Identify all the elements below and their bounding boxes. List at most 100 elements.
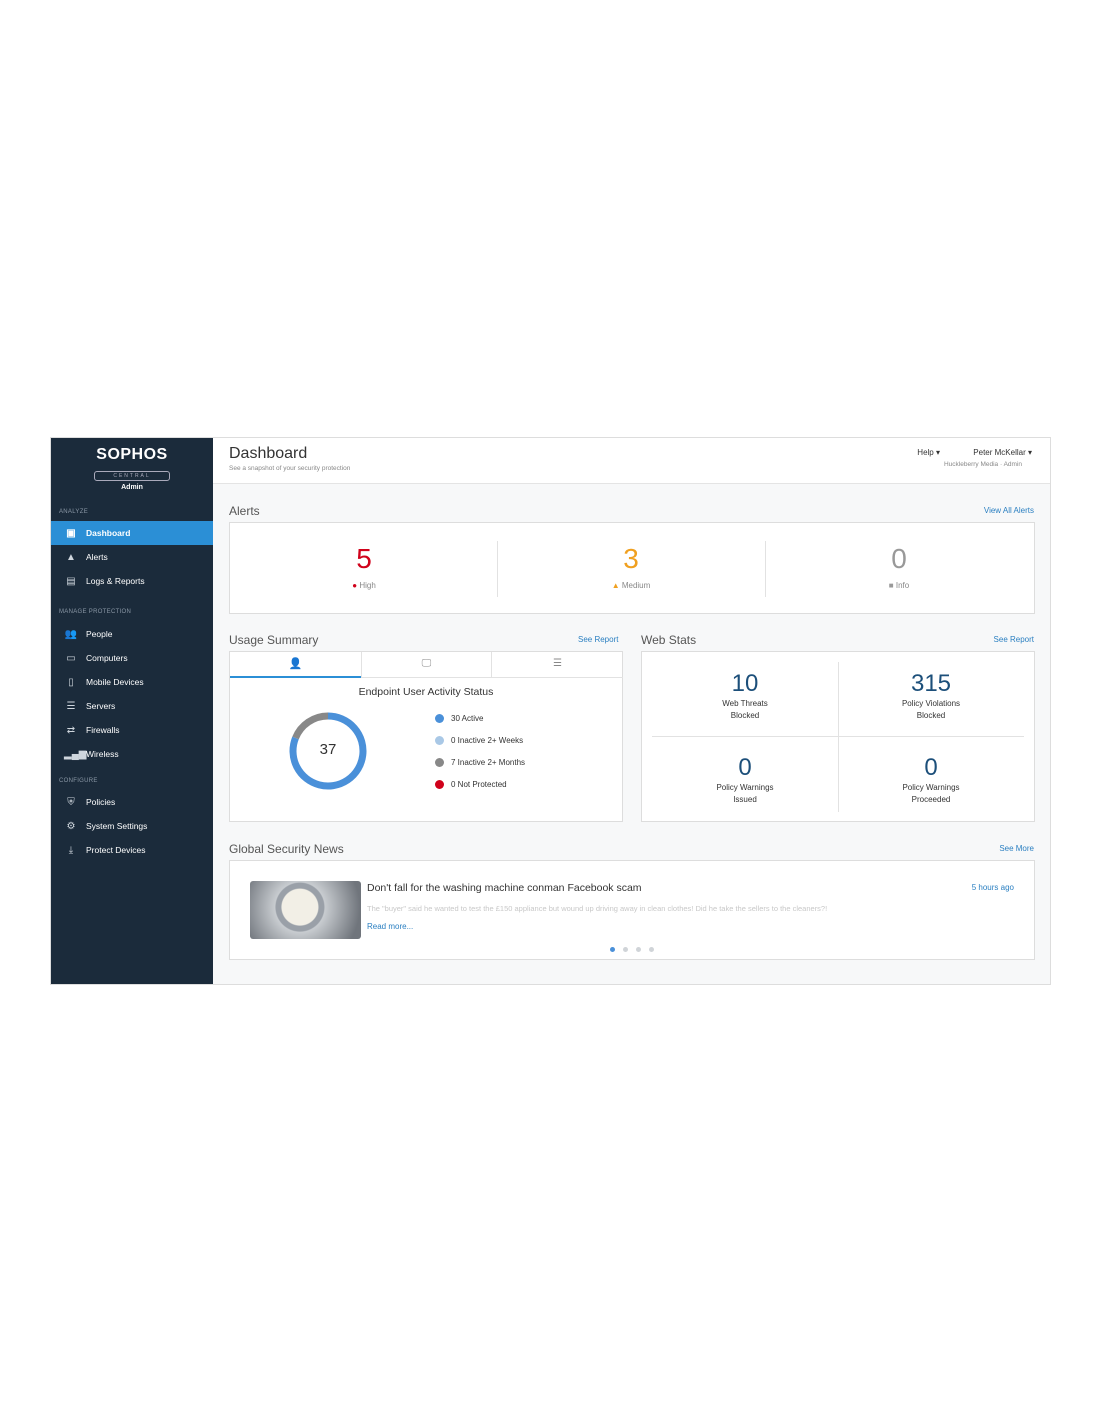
view-all-alerts-link[interactable]: View All Alerts — [983, 506, 1034, 515]
sidebar-item-servers[interactable]: ☰ Servers — [51, 694, 213, 718]
dashboard-icon: ▣ — [66, 527, 76, 539]
sidebar-item-wireless[interactable]: ▂▄▆ Wireless — [51, 742, 213, 766]
l1: Policy Warnings — [902, 783, 960, 792]
section-configure: CONFIGURE — [59, 778, 98, 784]
legend-item: 0 Inactive 2+ Weeks — [435, 736, 523, 745]
alert-medium-count[interactable]: 3 — [623, 543, 639, 574]
sidebar-item-label: Policies — [86, 797, 116, 807]
legend-label: 0 Not Protected — [451, 780, 507, 789]
usage-summary-title: Usage Summary — [229, 633, 319, 647]
sidebar-item-dashboard[interactable]: ▣ Dashboard — [51, 521, 213, 545]
carousel-dot-3[interactable] — [636, 947, 641, 952]
sidebar-item-system-settings[interactable]: ⚙ System Settings — [51, 814, 213, 838]
news-time: 5 hours ago — [971, 883, 1014, 892]
org-role: Huckleberry Media · Admin — [943, 461, 1022, 468]
brand: SOPHOS — [96, 446, 168, 463]
read-more-link[interactable]: Read more... — [367, 922, 414, 931]
webstats-see-report-link[interactable]: See Report — [993, 635, 1034, 644]
sidebar-item-label: Wireless — [86, 749, 119, 759]
tab-computers[interactable]: 🖵 — [361, 652, 491, 678]
alert-info-label: ■ Info — [849, 581, 949, 590]
news-headline[interactable]: Don't fall for the washing machine conma… — [367, 882, 642, 894]
legend-item: 7 Inactive 2+ Months — [435, 758, 525, 767]
see-more-link[interactable]: See More — [999, 844, 1034, 853]
product: CENTRAL — [94, 471, 170, 481]
sidebar-item-mobile-devices[interactable]: ▯ Mobile Devices — [51, 670, 213, 694]
sidebar-item-people[interactable]: 👥 People — [51, 622, 213, 646]
computer-icon: ▭ — [66, 652, 76, 664]
sidebar-item-label: Servers — [86, 701, 116, 711]
report-icon: ▤ — [66, 575, 76, 587]
policy-violations-value: 315 — [910, 670, 952, 697]
tab-users[interactable]: 👤 — [230, 652, 361, 678]
warning-icon: ▲ — [66, 551, 76, 563]
header: Dashboard See a snapshot of your securit… — [213, 438, 1050, 484]
sidebar-item-firewalls[interactable]: ⇄ Firewalls — [51, 718, 213, 742]
usage-card: 👤 🖵 ☰ Endpoint User Activity Status 37 3… — [229, 651, 623, 822]
sidebar-item-protect-devices[interactable]: ⤓ Protect Devices — [51, 838, 213, 862]
sidebar-item-policies[interactable]: ⛨ Policies — [51, 790, 213, 814]
alert-info-count[interactable]: 0 — [891, 543, 907, 574]
page-title: Dashboard — [229, 445, 308, 462]
alerts-card: 5 ● High 3 ▲ Medium 0 ■ Info — [229, 522, 1035, 614]
label: High — [359, 581, 376, 590]
sophos-logo: SOPHOS CENTRAL Admin — [51, 438, 213, 491]
download-icon: ⤓ — [68, 844, 74, 856]
carousel-dot-2[interactable] — [623, 947, 628, 952]
tab-servers[interactable]: ☰ — [491, 652, 623, 678]
sidebar-item-label: Dashboard — [86, 528, 131, 538]
legend-label: 30 Active — [451, 714, 484, 723]
people-icon: 👥 — [64, 628, 78, 640]
help-menu[interactable]: Help ▾ — [917, 448, 940, 457]
sidebar-item-label: Protect Devices — [86, 845, 146, 855]
carousel-dot-1[interactable] — [610, 947, 615, 952]
sidebar-item-label: Mobile Devices — [86, 677, 144, 687]
divider — [838, 662, 839, 812]
info-icon: ■ — [888, 581, 894, 590]
warning-icon: ▲ — [611, 581, 620, 590]
sidebar-item-label: Firewalls — [86, 725, 120, 735]
user-icon: 👤 — [288, 658, 303, 670]
sidebar-item-alerts[interactable]: ▲ Alerts — [51, 545, 213, 569]
computer-icon: 🖵 — [421, 658, 432, 669]
sidebar-item-logs-reports[interactable]: ▤ Logs & Reports — [51, 569, 213, 593]
alert-high-label: ● High — [314, 581, 414, 590]
user-menu[interactable]: Peter McKellar ▾ — [973, 448, 1032, 457]
web-threats-value: 10 — [731, 670, 759, 697]
sidebar-item-computers[interactable]: ▭ Computers — [51, 646, 213, 670]
l2: Proceeded — [911, 795, 951, 804]
donut-total: 37 — [319, 741, 337, 758]
l2: Blocked — [916, 711, 946, 720]
label: Medium — [621, 581, 651, 590]
news-card: Don't fall for the washing machine conma… — [229, 860, 1035, 960]
warnings-issued-label: Policy Warnings Issued — [675, 782, 815, 806]
divider — [765, 541, 766, 597]
sidebar-item-label: System Settings — [86, 821, 148, 831]
l1: Web Threats — [722, 699, 768, 708]
legend-label: 0 Inactive 2+ Weeks — [451, 736, 524, 745]
legend-item: 0 Not Protected — [435, 780, 507, 789]
shield-icon: ⛨ — [67, 796, 75, 808]
sidebar: SOPHOS CENTRAL Admin ANALYZE ▣ Dashboard … — [51, 438, 213, 984]
page-subtitle: See a snapshot of your security protecti… — [229, 465, 351, 472]
help-label: Help — [917, 448, 934, 457]
section-analyze: ANALYZE — [59, 509, 88, 515]
server-icon: ☰ — [553, 658, 562, 669]
firewall-icon: ⇄ — [66, 724, 76, 736]
sidebar-item-label: People — [86, 629, 113, 639]
usage-see-report-link[interactable]: See Report — [578, 635, 619, 644]
donut-slice-0 — [289, 712, 367, 790]
divider — [652, 736, 1024, 737]
warnings-proceeded-value: 0 — [924, 754, 938, 781]
mobile-icon: ▯ — [68, 676, 74, 688]
alert-high-count[interactable]: 5 — [356, 543, 372, 574]
news-thumbnail[interactable] — [250, 881, 361, 939]
wireless-icon: ▂▄▆ — [64, 748, 87, 760]
carousel-dot-4[interactable] — [649, 947, 654, 952]
divider — [497, 541, 498, 597]
sidebar-item-label: Alerts — [86, 552, 108, 562]
chart-title: Endpoint User Activity Status — [358, 686, 494, 698]
l2: Issued — [733, 795, 757, 804]
policy-violations-label: Policy Violations Blocked — [861, 698, 1001, 722]
caret-down-icon: ▾ — [935, 448, 940, 457]
